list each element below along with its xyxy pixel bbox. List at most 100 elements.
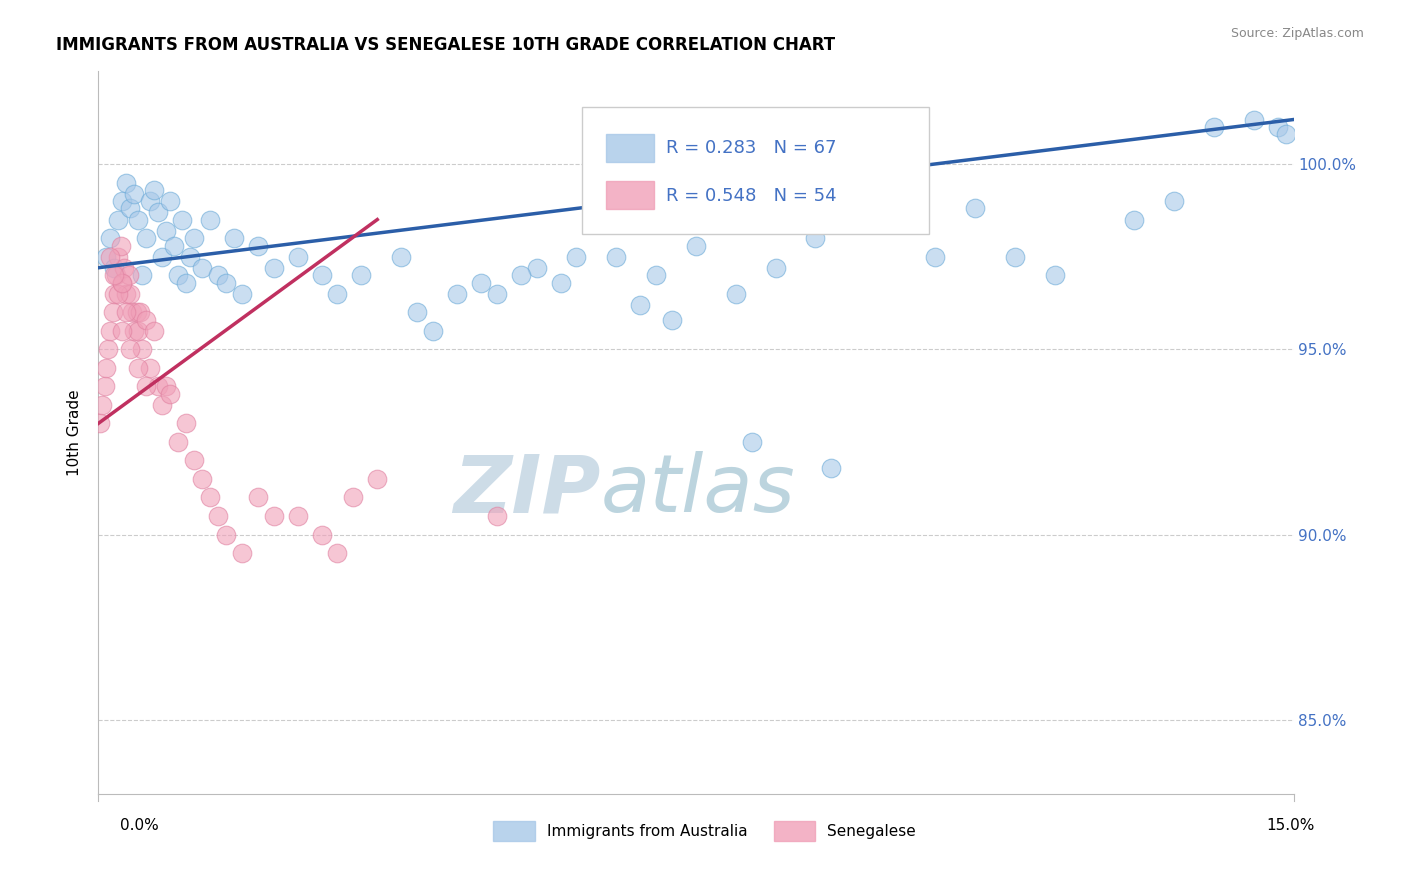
Point	[820, 460, 842, 475]
Point	[127, 360, 149, 375]
Point	[183, 453, 205, 467]
Point	[131, 268, 153, 282]
Point	[565, 250, 588, 264]
Point	[127, 324, 149, 338]
Point	[127, 212, 149, 227]
Y-axis label: 10th Grade: 10th Grade	[67, 389, 83, 476]
Point	[311, 527, 333, 541]
Point	[263, 260, 285, 275]
Point	[963, 202, 986, 216]
Point	[605, 250, 627, 264]
Point	[89, 417, 111, 431]
Point	[98, 231, 122, 245]
Text: atlas: atlas	[600, 451, 796, 530]
Point	[101, 305, 124, 319]
Point	[198, 212, 221, 227]
Point	[1004, 250, 1026, 264]
Point	[1202, 120, 1225, 134]
Point	[198, 491, 221, 505]
Bar	[494, 821, 534, 841]
Point	[96, 360, 118, 375]
Text: R = 0.548   N = 54: R = 0.548 N = 54	[666, 186, 837, 204]
Text: 15.0%: 15.0%	[1267, 818, 1315, 832]
Point	[1243, 112, 1265, 127]
Point	[115, 305, 138, 319]
Point	[446, 286, 468, 301]
Point	[104, 268, 127, 282]
Point	[135, 312, 157, 326]
Point	[139, 194, 162, 208]
Point	[485, 286, 508, 301]
Point	[509, 268, 531, 282]
Point	[103, 286, 125, 301]
Point	[287, 250, 309, 264]
Point	[191, 472, 214, 486]
Point	[115, 286, 138, 301]
Point	[150, 250, 173, 264]
Point	[150, 398, 173, 412]
Text: IMMIGRANTS FROM AUSTRALIA VS SENEGALESE 10TH GRADE CORRELATION CHART: IMMIGRANTS FROM AUSTRALIA VS SENEGALESE …	[56, 36, 835, 54]
Point	[550, 276, 572, 290]
Point	[111, 324, 134, 338]
Point	[120, 343, 142, 357]
Bar	[606, 134, 654, 161]
Point	[155, 224, 177, 238]
Point	[98, 250, 122, 264]
Point	[215, 276, 238, 290]
Point	[287, 508, 309, 523]
Point	[215, 527, 238, 541]
Point	[485, 508, 508, 523]
Point	[1267, 120, 1289, 134]
Point	[406, 305, 429, 319]
Point	[804, 231, 827, 245]
Point	[124, 324, 146, 338]
Point	[94, 379, 117, 393]
Text: Senegalese: Senegalese	[827, 824, 917, 839]
Point	[350, 268, 373, 282]
Point	[628, 298, 651, 312]
Point	[135, 379, 157, 393]
Point	[311, 268, 333, 282]
Point	[191, 260, 214, 275]
Point	[118, 268, 141, 282]
Point	[96, 250, 118, 264]
Point	[148, 205, 170, 219]
Point	[1043, 268, 1066, 282]
Point	[107, 212, 129, 227]
Point	[139, 360, 162, 375]
Point	[174, 276, 197, 290]
Point	[143, 183, 166, 197]
Point	[246, 238, 269, 252]
Point	[1274, 128, 1296, 142]
Point	[111, 276, 134, 290]
Point	[125, 305, 148, 319]
Point	[326, 546, 349, 560]
Point	[685, 238, 707, 252]
Point	[135, 231, 157, 245]
Point	[741, 434, 763, 449]
Point	[342, 491, 364, 505]
Text: Source: ZipAtlas.com: Source: ZipAtlas.com	[1230, 27, 1364, 40]
Point	[148, 379, 170, 393]
Point	[183, 231, 205, 245]
Text: Immigrants from Australia: Immigrants from Australia	[547, 824, 747, 839]
Point	[97, 343, 120, 357]
Point	[120, 202, 142, 216]
Point	[111, 194, 134, 208]
Point	[107, 286, 129, 301]
Point	[366, 472, 388, 486]
Text: 0.0%: 0.0%	[120, 818, 159, 832]
Point	[124, 186, 146, 201]
Point	[246, 491, 269, 505]
Point	[765, 260, 787, 275]
Point	[167, 434, 190, 449]
Point	[128, 305, 150, 319]
Point	[1123, 212, 1146, 227]
Point	[724, 286, 747, 301]
Point	[155, 379, 177, 393]
Point	[222, 231, 245, 245]
Point	[231, 286, 253, 301]
Point	[422, 324, 444, 338]
Point	[174, 417, 197, 431]
Point	[167, 268, 190, 282]
